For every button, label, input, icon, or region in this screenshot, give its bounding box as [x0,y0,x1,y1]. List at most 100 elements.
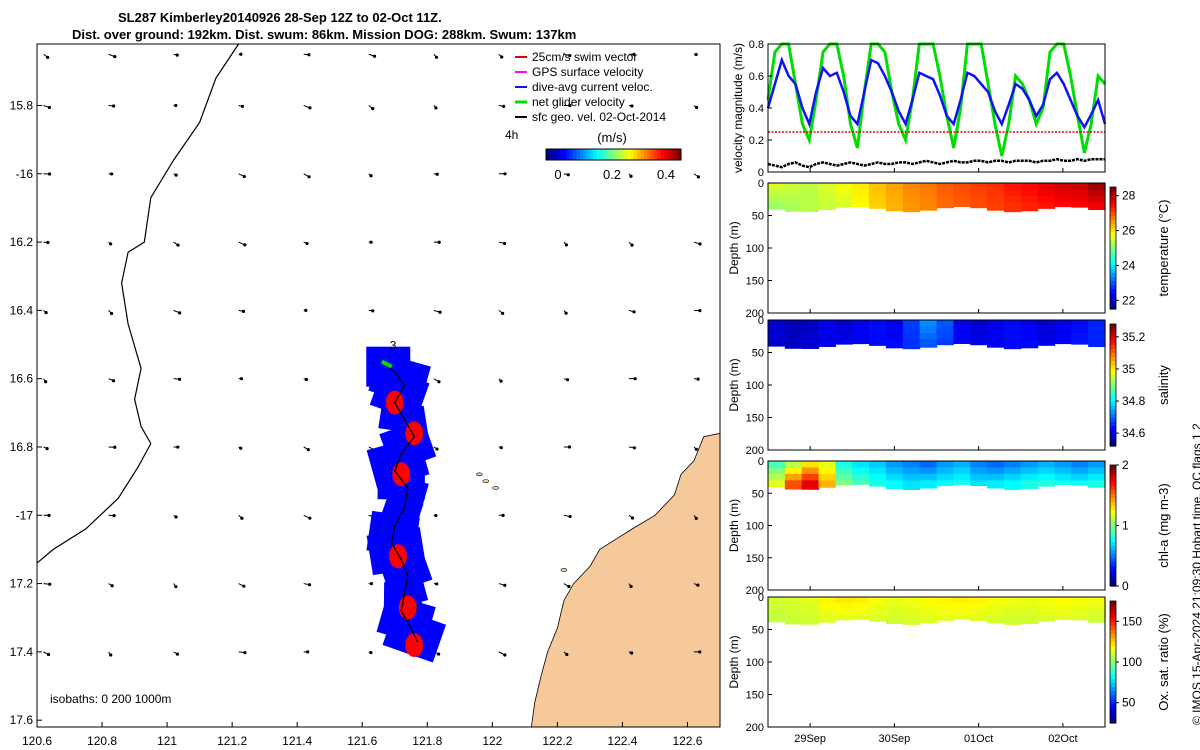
section-colorbar-cell [1110,207,1116,212]
section-colorbar-tick-label: 35 [1122,362,1136,376]
section-cell [970,183,988,191]
section-colorbar-cell [1110,304,1116,310]
section-cell [970,333,988,341]
section-cell [1071,339,1089,345]
section-colorbar-cell [1110,376,1116,382]
map-y-tick-label: 15.8 [10,98,34,112]
section-cell [852,189,870,197]
current-vector-head [46,652,51,657]
section-cell [1037,196,1056,204]
current-vector-head [630,516,635,520]
section-y-tick-label: 100 [746,380,764,392]
section-colorbar-cell [1110,706,1116,712]
section-cell [1020,196,1039,204]
section-cell [1054,467,1072,475]
section-cell [953,333,971,341]
current-vector-head [694,52,698,57]
net-glider-speed-line [766,42,1107,157]
section-colorbar-tick-label: 34.6 [1122,426,1146,440]
section-cell [1071,473,1089,481]
section-cell [869,339,887,346]
section-cell [953,326,971,334]
section-colorbar-cell [1110,501,1116,506]
speed-colorbar-cell [596,149,601,160]
current-vector-head [304,377,309,382]
section-cell [1020,189,1039,197]
section-colorbar-cell [1110,633,1116,639]
island [476,472,483,477]
section-cell [953,473,971,481]
sfc-geo-speed-line [767,157,1105,169]
section-colorbar-cell [1110,264,1116,269]
current-vector-head [174,173,178,177]
current-vector-head [632,310,636,314]
current-vector-head [46,240,50,245]
section-cell [919,609,938,617]
section-cell [869,609,887,617]
section-cell [1054,461,1072,469]
section-y-tick-label: 0 [758,592,764,604]
section-cell [885,202,904,212]
section-colorbar-cell [1110,417,1116,423]
section-cell [835,480,853,486]
section-cell [784,339,803,349]
current-vector-head [109,311,114,316]
map-y-tick-label: 17.4 [10,645,34,659]
section-cell [919,183,938,191]
section-cell [1037,320,1056,328]
current-vector-head [371,106,375,111]
section-cell [1054,320,1072,328]
section-cell [987,480,1005,489]
section-cell [885,473,904,481]
section-colorbar-cell [1110,421,1116,427]
section-colorbar-cell [1110,537,1116,543]
section-y-tick-label: 200 [746,585,764,597]
current-vector-head [369,174,373,178]
section-cell [970,461,988,469]
current-vector-head [305,241,309,246]
current-vector-head [435,447,439,451]
current-vector-head [46,55,50,59]
section-colorbar-cell [1110,292,1116,298]
current-vector-head [500,55,504,59]
speed-colorbar-cell [603,149,608,160]
isobaths-label: isobaths: 0 200 1000m [50,692,171,706]
section-cell [885,609,904,617]
current-vector-head [307,53,311,57]
current-vector-head [629,651,634,655]
section-colorbar-cell [1110,477,1116,482]
section-cell [835,326,853,334]
section-cell [953,202,971,208]
section-colorbar-cell [1110,637,1116,643]
section-colorbar-cell [1110,653,1116,659]
speed-colorbar-cell [657,149,662,160]
legend-time-tag: 4h [505,128,518,142]
section-x-tick-label: 30Sep [878,733,910,745]
section-cell [936,196,954,204]
section-colorbar-cell [1110,280,1116,286]
section-cell [869,461,887,469]
section-cell [953,609,971,617]
section-cell [852,597,870,604]
section-colorbar-cell [1110,300,1116,306]
speed-colorbar-cell [613,149,618,160]
speed-colorbar-cell [616,149,621,160]
speed-colorbar-tick: 0.4 [657,167,675,182]
current-vector-head [633,377,637,381]
current-vector-head [47,513,51,517]
section-cell [835,196,853,204]
section-cell [818,603,836,610]
section-colorbar-cell [1110,437,1116,443]
section-cell [1071,320,1089,328]
section-cell [801,603,820,610]
section-colorbar-tick-label: 24 [1122,258,1136,272]
section-colorbar-cell [1110,223,1116,229]
section-colorbar-cell [1110,211,1116,217]
current-vector-head [240,104,245,109]
section-cell [1071,615,1089,621]
current-vector-head [371,309,375,313]
speed-colorbar-cell [552,149,557,160]
section-cell [869,189,887,197]
section-colorbar-cell [1110,581,1116,587]
section-cell [852,326,870,334]
